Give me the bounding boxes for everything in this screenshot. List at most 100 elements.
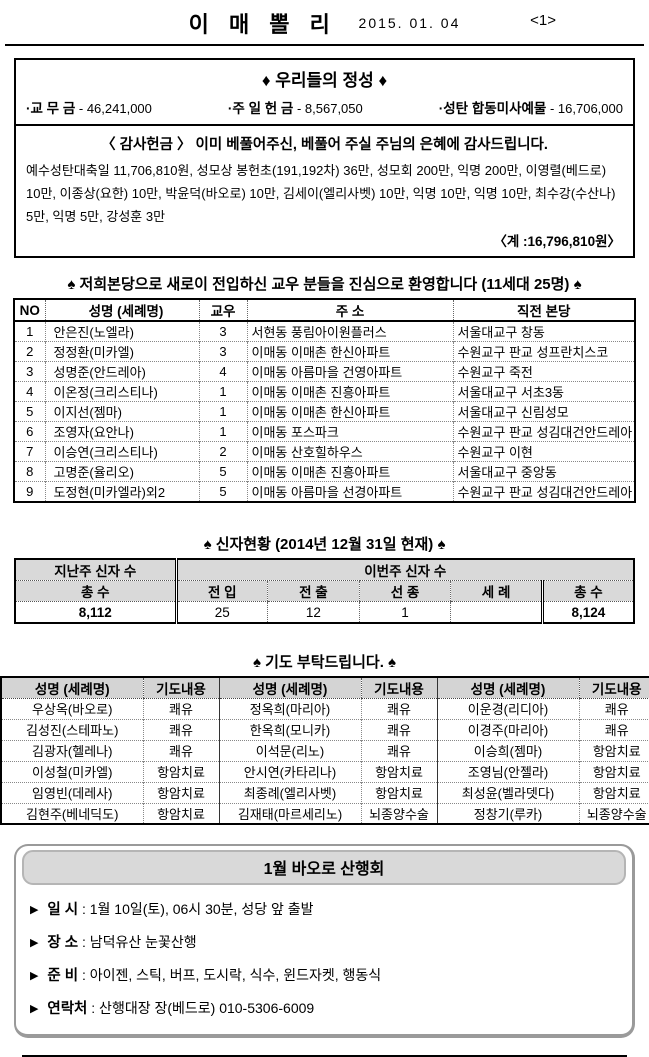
last-week-header: 지난주 신자 수 — [15, 559, 176, 582]
col-header-previous-parish: 직전 본당 — [452, 299, 635, 323]
table-row: 김광자(헬레나) 쾌유 이석문(리노) 쾌유 이승희(젬마) 항암치료 — [1, 739, 649, 762]
cell-prayer: 뇌종양수술 — [360, 802, 437, 825]
cell-previous-parish: 수원교구 죽전 — [452, 361, 635, 382]
table-row: 6 조영자(요안나) 1 이매동 포스파크 수원교구 판교 성김대건안드레아 — [14, 421, 635, 442]
cell-no: 1 — [14, 320, 45, 342]
offering-label: ·주 일 헌 금 — [227, 101, 294, 116]
cell-name: 최종례(엘리사벳) — [218, 781, 361, 804]
cell-name: 우상옥(바오로) — [1, 697, 143, 720]
cell-no: 9 — [14, 481, 45, 503]
cell-previous-parish: 서울대교구 창동 — [452, 320, 635, 342]
cell-prayer: 항암치료 — [578, 760, 649, 783]
cell-prayer: 항암치료 — [578, 781, 649, 804]
cell-previous-parish: 수원교구 판교 성프란치스코 — [452, 341, 635, 362]
cell-no: 5 — [14, 401, 45, 422]
offering-amount: - 8,567,050 — [296, 101, 363, 116]
item-label: 장 소 — [47, 935, 79, 952]
cell-name: 정정환(미카엘) — [44, 341, 199, 362]
table-row: 7 이승연(크리스티나) 2 이매동 산호힐하우스 수원교구 이현 — [14, 441, 635, 462]
cell-address: 이매동 이매촌 한신아파트 — [246, 401, 453, 422]
cell-prayer: 쾌유 — [142, 718, 219, 741]
cell-no: 8 — [14, 461, 45, 482]
cell-name: 이운경(리디아) — [436, 697, 579, 720]
cell-prayer: 항암치료 — [360, 781, 437, 804]
cell-name: 안은진(노엘라) — [44, 320, 199, 342]
cell-previous-parish: 수원교구 이현 — [452, 441, 635, 462]
item-value: : 산행대장 장(베드로) 010-5306-6009 — [91, 1000, 315, 1017]
table-row: 9 도정현(미카엘라)외2 5 이매동 아름마을 선경아파트 수원교구 판교 성… — [14, 481, 635, 503]
cell-address: 이매동 이매촌 진흥아파트 — [246, 461, 453, 482]
table-row: 김현주(베네딕도) 항암치료 김재태(마르세리노) 뇌종양수술 정창기(루카) … — [1, 802, 649, 825]
status-group-header-row: 지난주 신자 수 이번주 신자 수 — [15, 559, 634, 582]
masthead: 이 매 뽈 리 2015. 01. 04 <1> — [5, 5, 644, 46]
welcome-table: NO 성명 (세례명) 교우 주 소 직전 본당 1 안은진(노엘라) 3 서현… — [13, 298, 636, 504]
triangle-bullet-icon: ▶ — [30, 937, 39, 950]
page-title: 이 매 뽈 리 — [188, 12, 337, 37]
cell-prayer: 항암치료 — [142, 781, 219, 804]
prayer-section-title: ♠ 기도 부탁드립니다. ♠ — [252, 653, 396, 671]
cell-members: 2 — [198, 441, 247, 462]
welcome-section-title: ♠ 저희본당으로 새로이 전입하신 교우 분들을 진심으로 환영합니다 (11세… — [67, 276, 582, 294]
table-row: 1 안은진(노엘라) 3 서현동 풍림아이원플러스 서울대교구 창동 — [14, 320, 635, 342]
triangle-bullet-icon: ▶ — [30, 904, 39, 917]
cell-prayer: 항암치료 — [360, 760, 437, 783]
cell-prayer: 항암치료 — [142, 760, 219, 783]
hiking-club-box: 1월 바오로 산행회 ▶ 일 시 : 1월 10일(토), 06시 30분, 성… — [14, 844, 635, 1039]
list-item: ▶ 장 소 : 남덕유산 눈꽃산행 — [22, 925, 626, 958]
cell-members: 5 — [198, 481, 247, 503]
value-move-in: 25 — [174, 601, 268, 623]
col-header-name: 성명 (세례명) — [44, 299, 199, 323]
hiking-club-title: 1월 바오로 산행회 — [22, 850, 626, 886]
offering-amount: - 46,241,000 — [78, 101, 152, 116]
offering-label: ·성탄 합동미사예물 — [438, 101, 547, 116]
col-header-name: 성명 (세례명) — [1, 676, 143, 699]
thanks-offering-total: 〈계 :16,796,810원〉 — [493, 234, 621, 250]
cell-prayer: 뇌종양수술 — [578, 802, 649, 825]
cell-no: 2 — [14, 341, 45, 362]
subheader-move-out: 전 출 — [267, 580, 360, 603]
col-header-prayer: 기도내용 — [142, 676, 219, 699]
offering-item: ·주 일 헌 금 - 8,567,050 — [228, 97, 363, 117]
cell-name: 성명준(안드레아) — [44, 361, 199, 382]
cell-no: 7 — [14, 441, 45, 462]
list-item: ▶ 일 시 : 1월 10일(토), 06시 30분, 성당 앞 출발 — [22, 892, 626, 925]
table-row: 5 이지선(젬마) 1 이매동 이매촌 한신아파트 서울대교구 신림성모 — [14, 401, 635, 422]
col-header-prayer: 기도내용 — [578, 676, 649, 699]
col-header-members: 교우 — [198, 299, 247, 323]
offering-item: ·교 무 금 - 46,241,000 — [26, 97, 152, 117]
table-row: 4 이온정(크리스티나) 1 이매동 이매촌 진흥아파트 서울대교구 서초3동 — [14, 381, 635, 402]
cell-address: 이매동 이매촌 진흥아파트 — [246, 381, 453, 402]
col-header-no: NO — [14, 299, 45, 323]
cell-members: 4 — [198, 361, 247, 382]
cell-prayer: 쾌유 — [360, 718, 437, 741]
list-item: ▶ 준 비 : 아이젠, 스틱, 버프, 도시락, 식수, 윈드자켓, 행동식 — [22, 958, 626, 991]
prayer-header-row: 성명 (세례명) 기도내용 성명 (세례명) 기도내용 성명 (세례명) 기도내… — [1, 676, 649, 699]
page-number: <1> — [530, 12, 556, 29]
item-value: : 남덕유산 눈꽃산행 — [81, 934, 197, 951]
item-label: 일 시 — [47, 902, 79, 919]
cell-name: 조영님(안젤라) — [436, 760, 579, 783]
thanks-offering-heading: 〈 감사헌금 〉 이미 베풀어주신, 베풀어 주실 주님의 은혜에 감사드립니다… — [101, 137, 548, 153]
status-subheader-row: 총 수 전 입 전 출 선 종 세 례 총 수 — [15, 580, 634, 603]
cell-name: 정창기(루카) — [436, 802, 579, 825]
table-row: 3 성명준(안드레아) 4 이매동 아름마을 건영아파트 수원교구 죽전 — [14, 361, 635, 382]
cell-previous-parish: 서울대교구 중앙동 — [452, 461, 635, 482]
cell-prayer: 쾌유 — [578, 697, 649, 720]
table-row: 8 고명준(율리오) 5 이매동 이매촌 진흥아파트 서울대교구 중앙동 — [14, 461, 635, 482]
this-week-header: 이번주 신자 수 — [174, 559, 634, 582]
cell-previous-parish: 수원교구 판교 성김대건안드레아 — [452, 481, 635, 503]
cell-previous-parish: 서울대교구 신림성모 — [452, 401, 635, 422]
item-label: 준 비 — [47, 968, 79, 985]
subheader-baptisms: 세 례 — [450, 580, 543, 603]
cell-prayer: 쾌유 — [360, 739, 437, 762]
list-item: ▶ 연락처 : 산행대장 장(베드로) 010-5306-6009 — [22, 991, 626, 1024]
cell-previous-parish: 수원교구 판교 성김대건안드레아 — [452, 421, 635, 442]
cell-prayer: 항암치료 — [578, 739, 649, 762]
cell-no: 4 — [14, 381, 45, 402]
cell-name: 임영빈(데레사) — [1, 781, 143, 804]
status-table: 지난주 신자 수 이번주 신자 수 총 수 전 입 전 출 선 종 세 례 총 … — [14, 558, 635, 624]
cell-members: 3 — [198, 320, 247, 342]
cell-prayer: 쾌유 — [578, 718, 649, 741]
cell-address: 이매동 아름마을 건영아파트 — [246, 361, 453, 382]
cell-name: 이경주(마리아) — [436, 718, 579, 741]
